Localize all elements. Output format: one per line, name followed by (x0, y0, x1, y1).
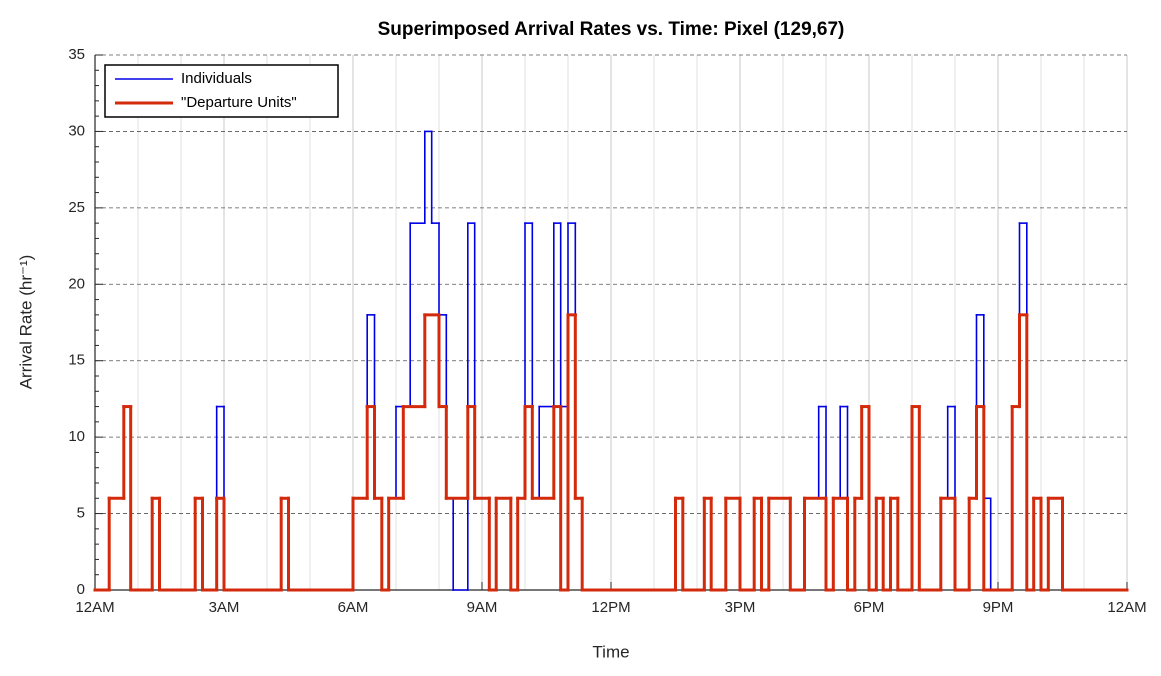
chart-title: Superimposed Arrival Rates vs. Time: Pix… (378, 19, 845, 40)
x-tick-label: 12PM (591, 599, 630, 616)
x-tick-label: 6AM (338, 599, 369, 616)
series-1 (93, 313, 1129, 592)
x-tick-label: 12AM (75, 599, 114, 616)
y-tick-label: 25 (68, 199, 85, 216)
x-tick-label: 9AM (467, 599, 498, 616)
x-tick-label: 3AM (209, 599, 240, 616)
y-tick-label: 10 (68, 428, 85, 445)
y-tick-label: 30 (68, 122, 85, 139)
y-tick-label: 0 (77, 581, 85, 598)
x-tick-label: 9PM (983, 599, 1014, 616)
legend-label: Individuals (181, 70, 252, 87)
y-tick-label: 35 (68, 46, 85, 63)
legend-label: "Departure Units" (181, 94, 297, 111)
x-tick-label: 3PM (725, 599, 756, 616)
x-axis-label: Time (592, 642, 629, 661)
y-tick-label: 15 (68, 352, 85, 369)
x-tick-label: 6PM (854, 599, 885, 616)
y-tick-label: 5 (77, 505, 85, 522)
y-tick-label: 20 (68, 275, 85, 292)
legend-box (104, 64, 339, 118)
y-axis-label: Arrival Rate (hr⁻¹) (16, 255, 35, 390)
x-tick-label: 12AM (1107, 599, 1146, 616)
